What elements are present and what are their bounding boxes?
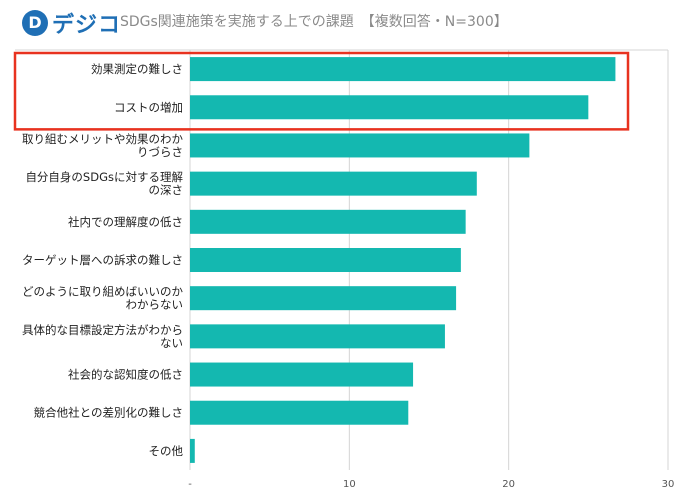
category-label: その他 bbox=[149, 444, 184, 458]
x-tick-label: 20 bbox=[502, 479, 515, 490]
bar bbox=[190, 57, 616, 82]
highlight-box bbox=[13, 51, 630, 131]
x-tick-label: 10 bbox=[343, 479, 356, 490]
category-label: どのように取り組めばいいのかわからない bbox=[22, 285, 183, 312]
bar bbox=[190, 95, 589, 120]
logo-text: デジコ bbox=[52, 13, 122, 38]
bar bbox=[190, 286, 457, 311]
category-label: ターゲット層への訴求の難しさ bbox=[22, 253, 183, 267]
bar bbox=[190, 248, 461, 272]
logo: D デジコ bbox=[22, 8, 121, 38]
category-label: 社内での理解度の低さ bbox=[68, 215, 183, 229]
category-label: 社会的な認知度の低さ bbox=[68, 368, 183, 382]
category-label: コストの増加 bbox=[114, 100, 183, 114]
category-label: 競合他社との差別化の難しさ bbox=[34, 406, 183, 420]
logo-mark-icon: D bbox=[22, 10, 48, 36]
bar bbox=[190, 362, 414, 387]
category-label: 自分自身のSDGsに対する理解の深さ bbox=[25, 170, 183, 197]
bar bbox=[190, 171, 477, 196]
x-tick-label: 30 bbox=[662, 479, 675, 490]
category-label: 具体的な目標設定方法がわからない bbox=[22, 323, 183, 350]
x-tick-label: - bbox=[188, 479, 192, 490]
bar bbox=[190, 133, 530, 158]
bar bbox=[190, 324, 445, 349]
bar bbox=[190, 400, 409, 425]
category-label: 取り組むメリットや効果のわかりづらさ bbox=[22, 132, 183, 159]
bar bbox=[190, 438, 195, 463]
chart-title: SDGs関連施策を実施する上での課題 【複数回答・N=300】 bbox=[120, 14, 508, 30]
category-label: 効果測定の難しさ bbox=[91, 62, 183, 76]
bar bbox=[190, 209, 466, 234]
